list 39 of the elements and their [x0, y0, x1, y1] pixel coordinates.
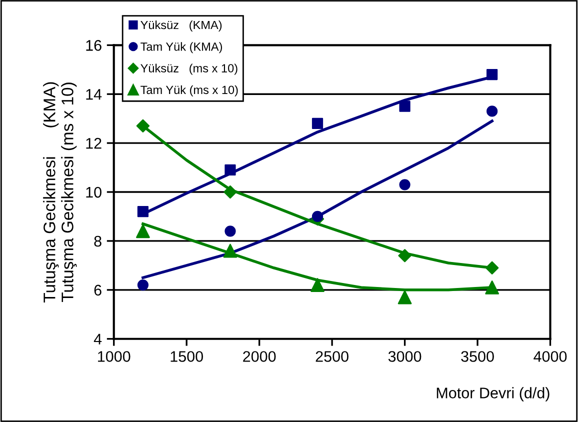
point	[137, 279, 149, 291]
point	[398, 290, 412, 304]
y-tick-label: 12	[86, 138, 102, 149]
y-tick-label: 6	[94, 284, 102, 296]
x-tick-label: 2000	[243, 351, 276, 362]
point	[486, 106, 498, 117]
point	[136, 119, 150, 133]
point	[136, 224, 150, 238]
x-tick-label: 1500	[170, 351, 203, 362]
x-tick-label: 1000	[98, 351, 130, 362]
point	[399, 100, 410, 112]
legend-label: Tam Yük (ms x 10)	[140, 85, 238, 96]
point	[399, 179, 410, 190]
point	[312, 210, 324, 222]
y-tick-label: 14	[86, 89, 102, 100]
y-tick-label: 4	[94, 334, 102, 344]
point	[310, 278, 324, 292]
legend-label: Yüksüz (ms x 10)	[140, 64, 238, 75]
point	[137, 206, 149, 218]
x-tick-label: 4000	[534, 351, 567, 362]
point	[224, 164, 236, 176]
point	[485, 280, 500, 294]
point	[224, 185, 237, 199]
x-tick-label: 3000	[388, 351, 422, 362]
x-tick-label: 2500	[316, 351, 348, 362]
point	[312, 118, 324, 130]
y-tick-label: 10	[86, 186, 102, 198]
y-tick-label: 8	[94, 236, 102, 247]
point	[485, 261, 499, 274]
point	[223, 244, 238, 258]
legend-label: Tam Yük (KMA)	[140, 42, 222, 54]
point	[398, 249, 412, 262]
x-tick-label: 3500	[461, 351, 494, 362]
legend-label: Yüksüz (KMA)	[140, 20, 222, 32]
x-axis-title: Motor Devri (d/d)	[436, 387, 550, 402]
y-axis-title: Tutuşma Gecikmesi (KMA) Tutuşma Gecikmesi (ms x 10)	[43, 82, 77, 302]
point	[486, 68, 498, 80]
y-tick-label: 16	[86, 40, 102, 51]
point	[224, 226, 236, 237]
